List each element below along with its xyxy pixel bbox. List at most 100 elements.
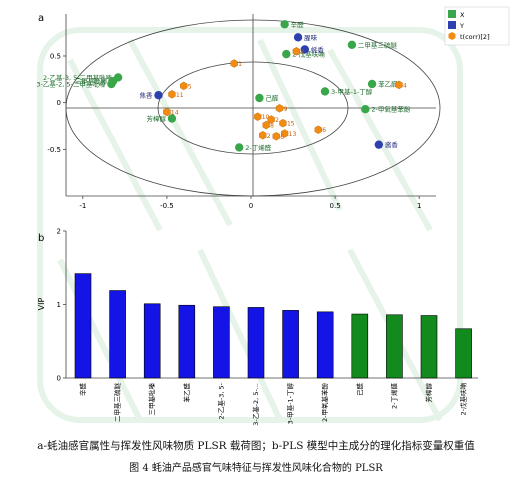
legend-label: X [460, 11, 465, 19]
inner-ellipse [157, 61, 349, 155]
tcorr-point [275, 104, 284, 113]
x-variable-label: 苯乙醛 [378, 80, 398, 89]
x-tick-label: 1 [417, 202, 421, 210]
y-tick-label: 0.5 [50, 53, 61, 61]
y-variable-point [300, 45, 310, 54]
y-tick-label: 0 [57, 99, 61, 107]
tcorr-point-label: 5 [188, 83, 192, 90]
x-tick-label: -1 [79, 202, 86, 210]
category-labels: 辛醛 二甲基三硫醚 三甲基吡嗪 苯乙醛 2-乙基-3, 5- 3-乙基-2, 5-... 3… [78, 382, 468, 425]
category-label: 己醛 [355, 383, 364, 397]
vip-bar-chart: VIP 2 1 0 辛醛 二甲基三硫醚 三甲基吡嗪 苯乙醛 2-乙基-3, 5- 3-乙基-2… [37, 228, 478, 426]
tcorr-point-label: 6 [322, 127, 326, 134]
tcorr-point-label: 4 [403, 82, 407, 89]
x-variable-label: 3-甲基-1-丁醇 [331, 87, 373, 96]
x-variable-label: 三甲基吡嗪 [75, 77, 108, 86]
category-label: 3-乙基-2, 5-... [251, 383, 260, 426]
vip-bar [109, 290, 126, 379]
tcorr-point [281, 129, 289, 138]
tcorr-point [168, 90, 176, 99]
category-label: 2-戊基呋喃 [459, 383, 468, 416]
x-tick-label: 0 [249, 202, 253, 210]
y-variable-label: 焦香 [140, 91, 154, 100]
data-points: 辛醛 2-戊基呋喃 二甲基三硫醚 2-乙基-3, 5-二甲基吡嗪三甲基吡嗪3-乙基-2… [36, 20, 411, 152]
tcorr-point [267, 115, 275, 124]
vip-bar [247, 307, 265, 379]
category-label: 辛醛 [78, 383, 87, 397]
legend-swatch [448, 32, 456, 40]
vip-bar [420, 315, 438, 379]
vip-bar [351, 313, 369, 379]
category-label: 2-乙基-3, 5- [216, 382, 225, 419]
x-variable-label: 二甲基三硫醚 [358, 40, 398, 49]
x-variable-label: 己醛 [265, 94, 279, 103]
category-label: 三甲基吡嗪 [147, 383, 156, 416]
tcorr-point-label: 9 [284, 106, 288, 113]
legend: XYt(corr)[2] [444, 6, 510, 46]
y-variable-label: 蚝香 [311, 45, 325, 54]
figure-caption-line1: a-蚝油感官属性与挥发性风味物质 PLSR 载荷图；b-PLS 模型中主成分的理… [37, 440, 475, 452]
x-variable-point [320, 87, 330, 96]
tcorr-point [279, 118, 287, 128]
x-variable-point [361, 105, 370, 114]
tcorr-point [163, 107, 171, 117]
figure-caption-line2: 图 4 蚝油产品感官气味特征与挥发性风味化合物的 PLSR [129, 463, 383, 474]
tcorr-point-label: 2 [275, 117, 279, 124]
legend-swatch [448, 10, 456, 18]
tcorr-point [292, 47, 301, 56]
legend-label: Y [459, 22, 464, 30]
tcorr-point-label: 13 [289, 131, 297, 138]
axis-ticks: -1 -0.5 0 0.5 1 0.5 0 -0.5 [47, 53, 421, 211]
legend-label: t(corr)[2] [460, 33, 490, 41]
x-variable-label: 2-丁烯醛 [245, 143, 271, 152]
category-label: 芳樟醇 [424, 383, 433, 403]
y-variable-point [293, 33, 303, 42]
vip-bar [178, 304, 196, 379]
y-tick-label: 2 [57, 228, 61, 236]
x-variable-point [107, 79, 116, 89]
x-variable-label: 3-乙基-2, 5-二甲基吡嗪 [36, 80, 106, 89]
category-label: 2-丁烯醛 [389, 383, 398, 409]
x-variable-point [347, 40, 357, 49]
watermark-pattern [37, 27, 463, 423]
vip-bar [316, 311, 334, 379]
x-variable-label: 2-甲氧基苯酚 [371, 105, 410, 114]
y-variable-point [374, 140, 384, 149]
tcorr-point [314, 125, 322, 134]
vip-bar [386, 314, 403, 379]
x-tick-label: 0.5 [330, 202, 341, 210]
vip-bar [74, 273, 92, 379]
x-variable-point [367, 79, 377, 89]
x-variable-label: 辛醛 [291, 20, 305, 29]
tcorr-point [254, 112, 262, 121]
y-tick-label: 0 [57, 375, 61, 383]
y-tick-label: 1 [57, 301, 61, 309]
tcorr-point-label: 15 [287, 121, 295, 128]
tcorr-point [395, 80, 403, 90]
y-variable-label: 腥味 [304, 33, 318, 42]
x-variable-point [280, 20, 289, 29]
panel-b-letter: b [38, 233, 44, 244]
x-variable-label: 2-乙基-3, 5-二甲基吡嗪 [43, 73, 113, 82]
panel-a-letter: a [38, 13, 44, 24]
y-variable-label: 酱香 [385, 140, 399, 149]
outer-ellipse [65, 19, 441, 197]
category-label: 3-甲基-1-丁醇 [286, 383, 295, 425]
x-variable-label: 2-戊基呋喃 [292, 50, 325, 59]
vip-bar [455, 328, 472, 379]
tcorr-point [262, 120, 270, 130]
tcorr-point-label: 6 [280, 134, 284, 141]
legend-swatch [448, 21, 456, 29]
loading-plot: -1 -0.5 0 0.5 1 0.5 0 -0.5 辛醛 2-戊基呋喃 二甲基三硫醚 2-乙基-3… [36, 6, 510, 211]
tcorr-point-label: 8 [270, 123, 274, 130]
tcorr-point-label: 1 [238, 61, 242, 68]
x-tick-label: -0.5 [160, 202, 174, 210]
tcorr-point [180, 81, 188, 91]
tcorr-point-label: 11 [176, 92, 184, 99]
category-label: 二甲基三硫醚 [113, 383, 122, 423]
tcorr-point [259, 131, 267, 140]
vip-bar [213, 306, 230, 379]
tcorr-point-label: 10 [262, 114, 270, 121]
category-label: 2-甲氧基苯酚 [320, 383, 329, 422]
